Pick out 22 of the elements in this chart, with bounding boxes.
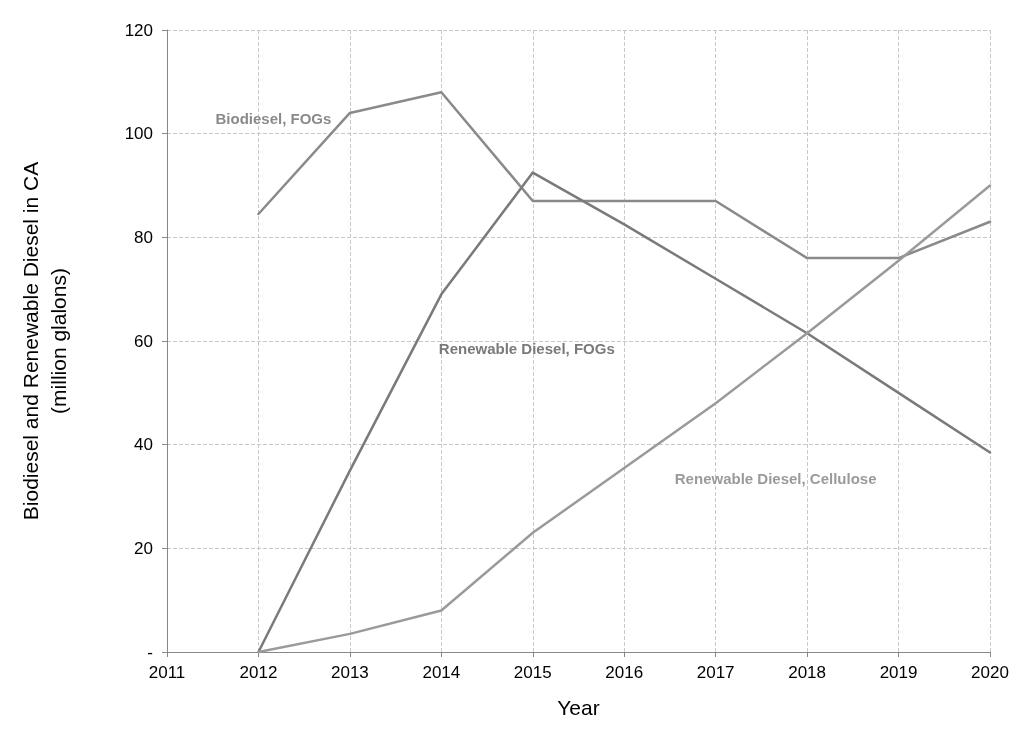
- x-axis-title: Year: [557, 696, 600, 719]
- text: Renewable Diesel, Cellulose: [674, 470, 877, 488]
- x-tick-label: 2011: [148, 663, 186, 682]
- x-tick-label: 2014: [422, 663, 461, 682]
- y-axis-title: Biodiesel and Renewable Diesel in CA (million glalons): [18, 161, 70, 521]
- y-tick-label: 100: [124, 124, 153, 144]
- x-tick-label: 2016: [605, 663, 644, 682]
- y-tick-label: 120: [124, 20, 153, 40]
- x-tick-label: 2018: [788, 663, 827, 682]
- x-tick-label: 2013: [330, 663, 369, 682]
- y-tick-label: 20: [134, 538, 153, 558]
- x-tick-label: 2015: [513, 663, 552, 682]
- y-tick-label: 40: [134, 435, 153, 455]
- x-tick-label: 2019: [879, 663, 918, 682]
- x-tick-label: 2017: [696, 663, 735, 682]
- y-tick-label: 80: [134, 227, 153, 247]
- series-label: Renewable Diesel, FOGs: [438, 339, 615, 357]
- x-tick-label: 2020: [971, 663, 1009, 682]
- x-tick-label: 2012: [239, 663, 278, 682]
- y-tick-label: -: [147, 642, 153, 662]
- y-tick-label: 60: [134, 331, 153, 351]
- series-label: Biodiesel, FOGs: [215, 110, 332, 128]
